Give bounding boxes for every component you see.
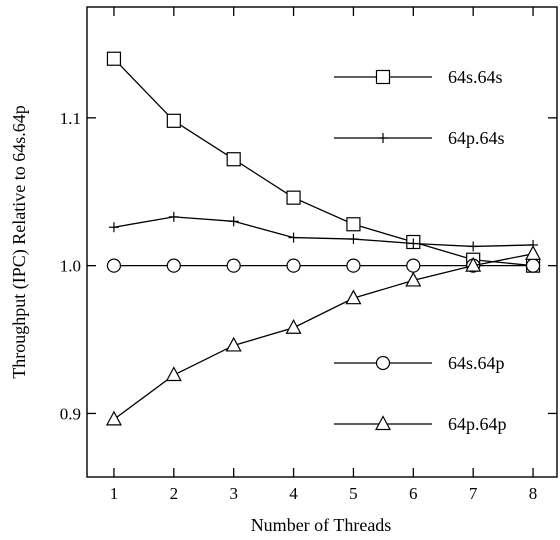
point-64p.64s-4 [288,232,299,243]
point-64p.64s-7 [468,241,479,252]
x-tick-label-3: 3 [229,484,238,503]
point-64s.64p-6 [406,258,421,273]
axis-ticks: 1 2 3 4 5 6 7 8 0.9 1.0 1.1 [60,7,557,503]
point-64p.64p-7 [465,256,482,272]
point-64p.64p-4 [285,318,302,334]
series-line-64s.64s [113,58,534,267]
x-tick-label-5: 5 [349,484,358,503]
point-64p.64s-6 [408,238,419,249]
point-64s.64s-5 [346,217,361,232]
point-64p.64s-1 [108,222,119,233]
point-64p.64s-2 [168,211,179,222]
series-64p.64p [105,245,542,426]
point-64p.64p-3 [225,336,242,352]
x-tick-label-8: 8 [529,484,538,503]
point-64s.64p-2 [166,258,181,273]
point-64p.64p-1 [105,410,122,426]
plot-frame [86,6,558,478]
point-64p.64p-8 [525,245,542,260]
series-line-64p.64s [113,216,534,248]
point-64s.64p-1 [106,258,122,273]
x-tick-label-7: 7 [469,484,478,503]
legend-marker-64s.64s [375,69,391,85]
point-64s.64s-2 [166,113,181,128]
legend-label-64s.64p: 64s.64p [448,353,505,373]
point-64p.64s-3 [228,216,239,227]
point-64p.64p-6 [405,271,422,287]
legend-marker-64p.64p [374,415,392,431]
legend-marker-64s.64p [375,355,391,371]
y-tick-label-1: 1.0 [60,257,81,276]
legend-entry-64s.64s: 64s.64s [334,67,503,87]
x-tick-label-6: 6 [409,484,418,503]
legend-label-64p.64p: 64p.64p [448,414,507,434]
point-64p.64p-2 [165,366,182,382]
point-64p.64s-5 [348,234,359,245]
x-tick-label-2: 2 [170,484,179,503]
series-layer [105,51,542,426]
point-64s.64p-3 [226,258,241,273]
legend-entry-64p.64s: 64p.64s [334,128,505,148]
point-64s.64p-5 [346,258,361,273]
legend: 64s.64s 64p.64s 64s.64p 64p.64p [334,67,507,434]
point-64s.64s-3 [226,152,241,167]
point-64s.64p-4 [286,258,301,273]
series-64p.64s [108,211,539,252]
point-64s.64s-1 [106,51,122,66]
x-axis-label: Number of Threads [251,515,392,535]
y-tick-label-0: 0.9 [60,404,81,423]
x-tick-label-4: 4 [289,484,298,503]
series-line-64p.64p [113,253,534,420]
point-64p.64p-5 [345,289,362,305]
point-64s.64s-4 [286,190,301,205]
legend-label-64p.64s: 64p.64s [448,128,505,148]
y-axis-label: Throughput (IPC) Relative to 64s.64p [9,105,30,378]
point-64s.64p-8 [525,258,541,273]
legend-marker-64p.64s [378,133,388,143]
series-64s.64s [106,51,541,273]
legend-label-64s.64s: 64s.64s [448,67,503,87]
x-tick-label-1: 1 [110,484,119,503]
legend-entry-64s.64p: 64s.64p [334,353,505,373]
y-tick-label-2: 1.1 [60,109,81,128]
legend-entry-64p.64p: 64p.64p [334,414,507,434]
